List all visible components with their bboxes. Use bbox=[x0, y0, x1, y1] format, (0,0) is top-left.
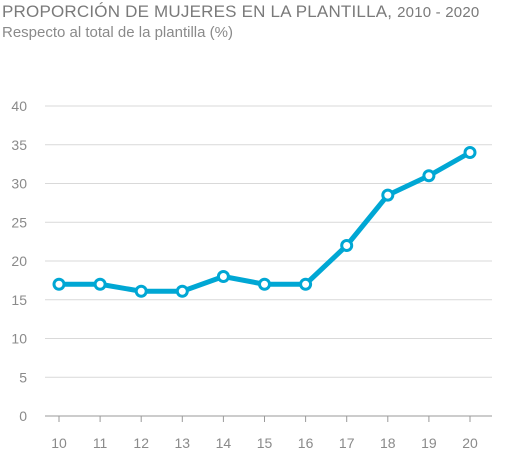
y-tick-label: 30 bbox=[11, 176, 27, 192]
data-point bbox=[299, 277, 313, 291]
data-point bbox=[93, 277, 107, 291]
x-tick-label: 10 bbox=[51, 435, 67, 451]
data-point bbox=[381, 188, 395, 202]
y-tick-label: 15 bbox=[11, 292, 27, 308]
x-tick-label: 11 bbox=[93, 435, 108, 451]
chart-subtitle: Respecto al total de la plantilla (%) bbox=[2, 24, 233, 41]
gridlines bbox=[45, 105, 492, 417]
y-tick-label: 5 bbox=[19, 369, 27, 385]
chart-title: PROPORCIÓN DE MUJERES EN LA PLANTILLA, 2… bbox=[2, 2, 479, 22]
x-tick-label: 17 bbox=[339, 435, 355, 451]
x-tick-label: 14 bbox=[216, 435, 232, 451]
data-point bbox=[175, 284, 189, 298]
data-point bbox=[52, 277, 66, 291]
x-tick-label: 16 bbox=[298, 435, 314, 451]
x-tick-label: 15 bbox=[257, 435, 273, 451]
data-point bbox=[258, 277, 271, 291]
x-tick-label: 18 bbox=[380, 435, 396, 451]
y-tick-label: 20 bbox=[11, 253, 27, 269]
data-point bbox=[463, 146, 477, 159]
y-tick-label: 10 bbox=[11, 331, 27, 347]
data-point bbox=[134, 284, 148, 298]
x-tick-label: 19 bbox=[421, 435, 437, 451]
chart-title-years: 2010 - 2020 bbox=[397, 4, 480, 21]
y-tick-label: 40 bbox=[11, 98, 27, 114]
y-tick-label: 25 bbox=[11, 214, 27, 230]
data-point bbox=[340, 239, 354, 252]
series-group bbox=[52, 146, 477, 298]
x-axis-ticks: 10 11 12 13 14 15 16 17 18 19 20 bbox=[51, 416, 478, 451]
x-tick-label: 13 bbox=[175, 435, 191, 451]
data-point bbox=[216, 270, 230, 283]
y-tick-label: 35 bbox=[11, 137, 27, 153]
y-tick-label: 0 bbox=[19, 408, 27, 424]
y-axis-ticks: 0 5 10 15 20 25 30 35 40 bbox=[11, 98, 27, 424]
x-tick-label: 12 bbox=[133, 435, 149, 451]
data-point bbox=[422, 169, 436, 183]
x-tick-label: 20 bbox=[462, 435, 478, 451]
chart-title-main: PROPORCIÓN DE MUJERES EN LA PLANTILLA, bbox=[2, 2, 393, 21]
